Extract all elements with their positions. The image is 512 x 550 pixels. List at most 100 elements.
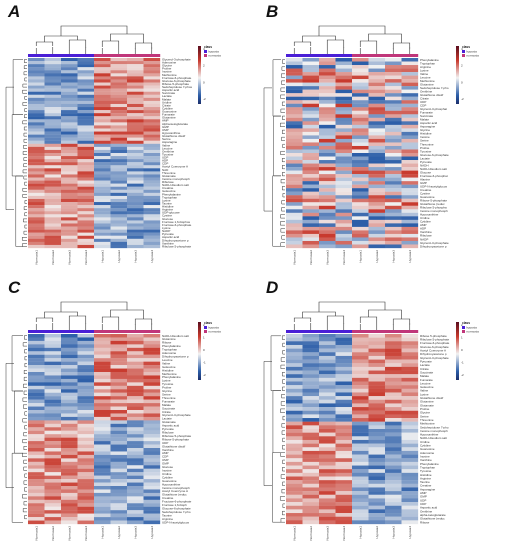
- heatmap-cell: [28, 100, 45, 105]
- heatmap-cell: [302, 198, 320, 203]
- heatmap-cell: [286, 498, 303, 503]
- heatmap-cell: [110, 76, 128, 80]
- heatmap-cell: [385, 240, 402, 245]
- heatmap-cell: [352, 447, 369, 452]
- heatmap-cell: [61, 125, 78, 129]
- heatmap-cell: [94, 91, 111, 95]
- heatmap-cell: [368, 403, 386, 408]
- row-label: Hypoxanthine: [420, 433, 439, 437]
- heatmap-cell: [44, 202, 62, 206]
- dendro-branch: [368, 309, 402, 319]
- row-label: Glycerol-3-phosphate: [420, 356, 449, 360]
- heatmap-cell: [61, 192, 78, 197]
- heatmap-cell: [28, 165, 45, 169]
- heatmap-cell: [143, 479, 161, 483]
- row-label: Fructose 1,6-bisph: [162, 503, 187, 507]
- heatmap-cell: [110, 451, 128, 456]
- heatmap-cell: [28, 94, 45, 98]
- heatmap-cell: [319, 348, 336, 353]
- heatmap-cell: [77, 211, 95, 215]
- column-label: Hypoxia1: [100, 526, 104, 539]
- heatmap-cell: [302, 392, 320, 397]
- heatmap-cell: [335, 505, 353, 510]
- heatmap-cell: [110, 486, 128, 490]
- row-label: Ornithine: [162, 149, 175, 153]
- heatmap-cell: [368, 121, 386, 126]
- heatmap-cell: [94, 110, 111, 114]
- heatmap-cell: [94, 503, 111, 507]
- heatmap-cell: [335, 244, 353, 249]
- heatmap-cell: [61, 94, 78, 98]
- heatmap-cell: [368, 337, 386, 342]
- heatmap-cell: [335, 65, 353, 69]
- heatmap-cell: [319, 334, 336, 338]
- heatmap-cell: [44, 171, 62, 175]
- heatmap-cell: [44, 496, 62, 500]
- heatmap-cell: [286, 483, 303, 488]
- heatmap-cell: [368, 61, 386, 66]
- row-label: Lysine: [420, 392, 429, 396]
- heatmap-cell: [385, 244, 402, 249]
- heatmap-cell: [352, 480, 369, 484]
- heatmap-cell: [368, 65, 386, 69]
- heatmap-cell: [110, 448, 128, 452]
- heatmap-cell: [319, 487, 336, 492]
- legend-label: hypoxia: [467, 326, 478, 330]
- heatmap-cell: [94, 351, 111, 355]
- heatmap-cell: [44, 82, 62, 86]
- heatmap-cell: [127, 385, 144, 390]
- heatmap-cell: [110, 499, 128, 504]
- heatmap-cell: [143, 174, 161, 178]
- heatmap-cell: [110, 434, 128, 438]
- heatmap-cell: [127, 399, 144, 404]
- heatmap-cell: [385, 135, 402, 140]
- heatmap-cell: [77, 183, 95, 187]
- heatmap-cell: [44, 241, 62, 246]
- heatmap-cell: [143, 461, 161, 466]
- class-annotation-normoxia: [368, 54, 386, 57]
- row-dendro-branch: [280, 518, 285, 523]
- heatmap-cell: [61, 70, 78, 74]
- heatmap-cell: [352, 202, 369, 206]
- heatmap-cell: [319, 82, 336, 87]
- heatmap-cell: [28, 125, 45, 129]
- row-dendrogram: [263, 59, 285, 247]
- column-label: Normoxia1: [34, 250, 38, 265]
- heatmap-cell: [143, 506, 161, 511]
- heatmap-cell: [28, 226, 45, 230]
- heatmap-cell: [385, 58, 402, 62]
- heatmap-cell: [44, 140, 62, 144]
- heatmap-cell: [94, 107, 111, 111]
- row-label: Citrate: [162, 410, 171, 414]
- heatmap-cell: [385, 156, 402, 161]
- heatmap-cell: [77, 420, 95, 424]
- heatmap-cell: [143, 441, 161, 445]
- legend-swatch-normoxia: [204, 330, 207, 333]
- heatmap-cell: [143, 217, 161, 221]
- heatmap-cell: [335, 377, 353, 382]
- heatmap-cells: [28, 58, 161, 249]
- row-dendro-branch: [24, 212, 27, 217]
- colorbar-tick-label: -2: [461, 97, 464, 101]
- heatmap-cell: [28, 223, 45, 227]
- row-dendro-branch: [23, 145, 27, 149]
- heatmap-cell: [302, 480, 320, 484]
- row-label: Glutathione (reduc: [420, 202, 445, 206]
- column-label: Hypoxia3: [391, 526, 395, 539]
- dendro-branch: [392, 42, 411, 49]
- heatmap-cell: [143, 122, 161, 126]
- heatmap-cell: [335, 480, 353, 484]
- heatmap-cell: [368, 363, 386, 368]
- heatmap-cell: [77, 61, 95, 65]
- heatmap-cell: [127, 403, 144, 407]
- class-annotation-normoxia: [352, 330, 369, 333]
- row-dendro-branch: [282, 386, 285, 391]
- heatmap-cell: [143, 468, 161, 473]
- heatmap-cell: [368, 399, 386, 404]
- heatmap-cell: [127, 489, 144, 494]
- heatmap-cell: [319, 89, 336, 94]
- heatmap-cell: [94, 162, 111, 166]
- heatmap-cell: [352, 483, 369, 488]
- heatmap-cell: [61, 375, 78, 380]
- heatmap-cell: [385, 414, 402, 419]
